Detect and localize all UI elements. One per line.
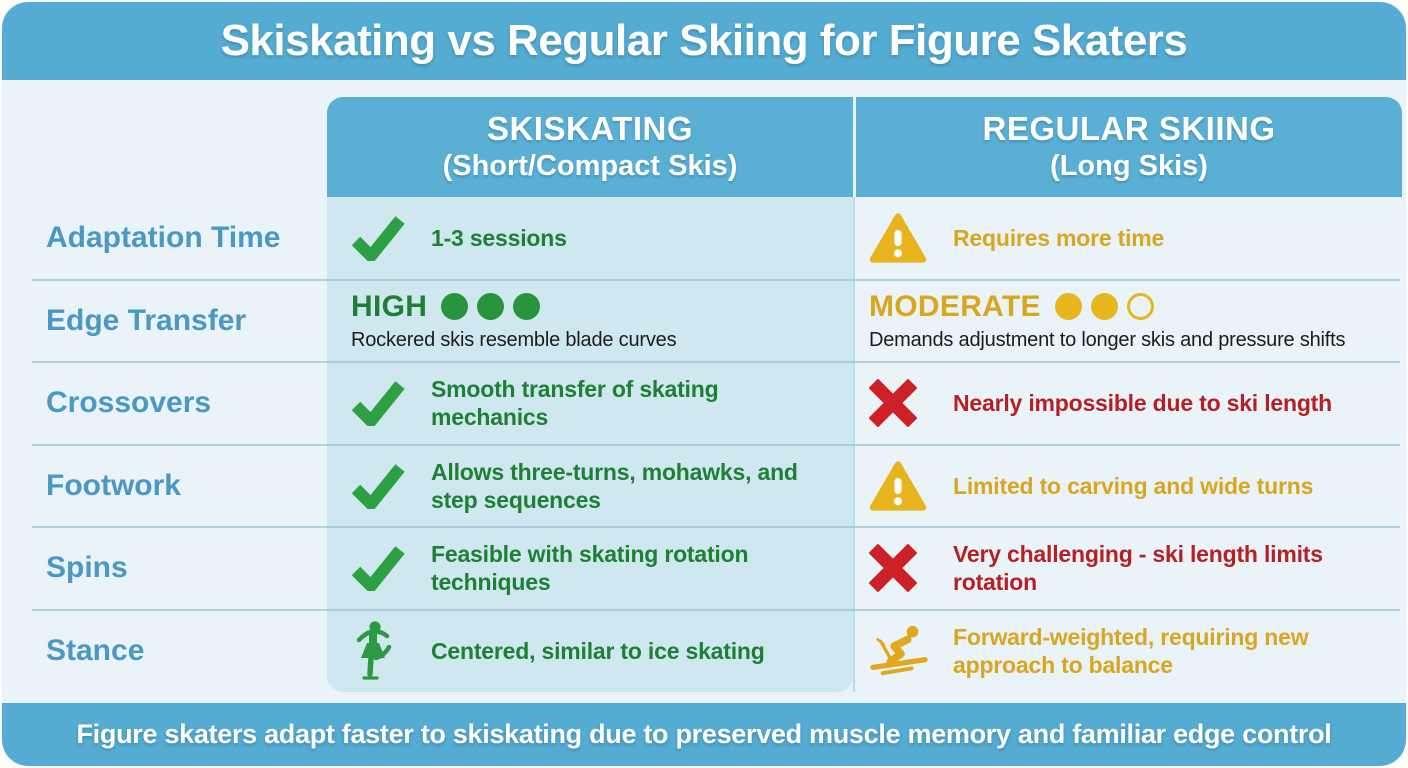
- cell-text: Feasible with skating rotation technique…: [431, 541, 749, 596]
- row-label: Footwork: [46, 468, 181, 502]
- table-row-spins: Spins Feasible with skating rotation tec…: [2, 527, 1406, 610]
- regular-cell: Requires more time: [853, 212, 1406, 264]
- title-bar: Skiskating vs Regular Skiing for Figure …: [2, 2, 1406, 80]
- row-label: Spins: [46, 551, 128, 585]
- check-icon: [351, 380, 431, 427]
- comparison-table: SKISKATING (Short/Compact Skis) REGULAR …: [2, 80, 1406, 703]
- cell-text: Very challenging - ski length limits rot…: [953, 541, 1323, 596]
- skiskating-cell: HIGH Rockered skis resemble blade curves: [327, 290, 853, 352]
- check-icon: [351, 545, 431, 592]
- column-title: REGULAR SKIING: [982, 110, 1276, 148]
- skiskating-cell: Feasible with skating rotation technique…: [327, 540, 853, 596]
- cell-text: Forward-weighted, requiring new approach…: [953, 623, 1309, 678]
- table-row-edge-transfer: Edge Transfer HIGH Rockered skis resembl…: [2, 280, 1406, 363]
- warning-icon: [869, 212, 953, 264]
- column-subtitle: (Long Skis): [1050, 150, 1208, 183]
- figure-skater-icon: [351, 620, 431, 682]
- regular-cell: Forward-weighted, requiring new approach…: [853, 623, 1406, 679]
- column-header-skiskating: SKISKATING (Short/Compact Skis): [327, 97, 853, 197]
- row-label: Crossovers: [46, 386, 212, 420]
- row-label: Stance: [46, 633, 145, 667]
- footer-note: Figure skaters adapt faster to skiskatin…: [76, 719, 1332, 749]
- cross-icon: [869, 544, 953, 593]
- table-rows: Adaptation Time 1-3 sessions Requires mo…: [2, 197, 1406, 692]
- skiskating-cell: Allows three-turns, mohawks, and step se…: [327, 458, 853, 514]
- cell-text: Requires more time: [953, 225, 1165, 252]
- cell-text: 1-3 sessions: [431, 225, 567, 252]
- skiskating-cell: 1-3 sessions: [327, 215, 853, 262]
- table-row-crossovers: Crossovers Smooth transfer of skating me…: [2, 362, 1406, 445]
- rating-dots: [1054, 293, 1154, 321]
- check-icon: [351, 463, 431, 509]
- column-headers: SKISKATING (Short/Compact Skis) REGULAR …: [2, 97, 1406, 197]
- cell-text: Smooth transfer of skating mechanics: [431, 376, 719, 431]
- cell-text: Limited to carving and wide turns: [953, 472, 1314, 499]
- cross-icon: [869, 379, 953, 428]
- rating-label: MODERATE: [869, 289, 1041, 323]
- regular-cell: Limited to carving and wide turns: [853, 460, 1406, 512]
- cell-text: Nearly impossible due to ski length: [953, 390, 1332, 417]
- regular-cell: MODERATE Demands adjustment to longer sk…: [853, 290, 1406, 352]
- row-label: Adaptation Time: [46, 221, 281, 255]
- rating-label: HIGH: [351, 289, 428, 323]
- page-title: Skiskating vs Regular Skiing for Figure …: [220, 16, 1188, 65]
- column-subtitle: (Short/Compact Skis): [442, 150, 738, 183]
- column-header-regular: REGULAR SKIING (Long Skis): [856, 97, 1402, 197]
- table-row-adaptation-time: Adaptation Time 1-3 sessions Requires mo…: [2, 197, 1406, 280]
- column-title: SKISKATING: [486, 110, 694, 148]
- cell-text: Centered, similar to ice skating: [431, 637, 765, 664]
- regular-cell: Very challenging - ski length limits rot…: [853, 540, 1406, 596]
- cell-subtext: Rockered skis resemble blade curves: [351, 328, 677, 351]
- check-icon: [351, 215, 431, 262]
- table-row-stance: Stance: [2, 610, 1406, 693]
- skiskating-cell: Centered, similar to ice skating: [327, 620, 853, 682]
- warning-icon: [869, 460, 953, 512]
- rating-dots: [441, 293, 541, 321]
- cell-subtext: Demands adjustment to longer skis and pr…: [869, 328, 1346, 351]
- regular-cell: Nearly impossible due to ski length: [853, 379, 1406, 428]
- row-label: Edge Transfer: [46, 303, 247, 337]
- table-row-footwork: Footwork Allows three-turns, mohawks, an…: [2, 445, 1406, 528]
- skier-icon: [869, 624, 953, 678]
- cell-text: Allows three-turns, mohawks, and step se…: [431, 458, 798, 513]
- skiskating-cell: Smooth transfer of skating mechanics: [327, 375, 853, 431]
- footer-bar: Figure skaters adapt faster to skiskatin…: [2, 703, 1406, 766]
